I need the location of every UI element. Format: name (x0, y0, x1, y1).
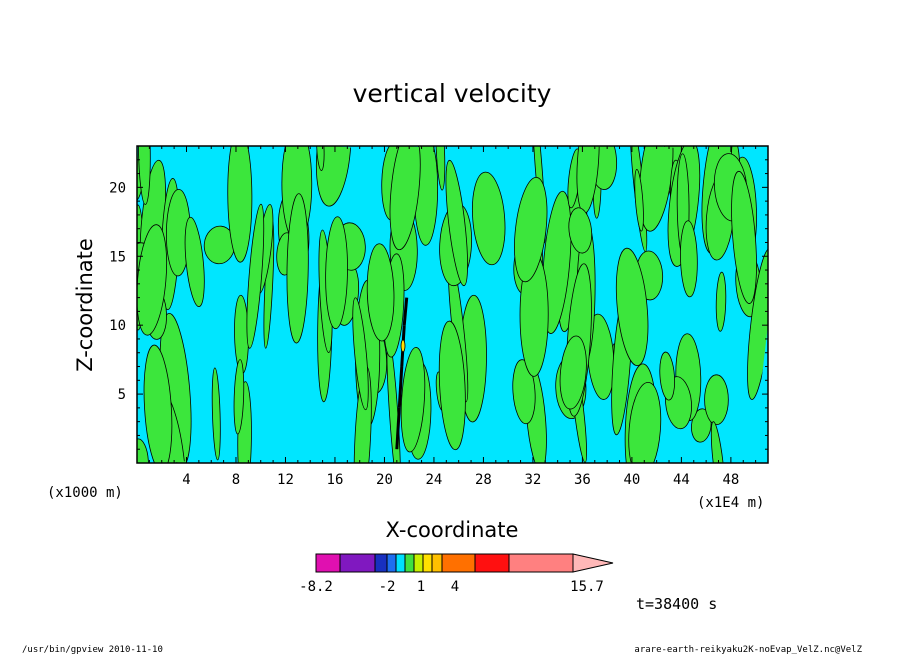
colorbar-segment (315, 553, 341, 573)
updraft-region (143, 344, 173, 463)
colorbar-segment (395, 553, 406, 573)
updraft-region (211, 367, 221, 461)
updraft-region (227, 146, 253, 263)
y-tick-label: 10 (109, 318, 126, 334)
colorbar-arrow (572, 553, 614, 573)
updraft-region (634, 169, 644, 232)
updraft-region (731, 170, 757, 304)
updraft-region (541, 190, 572, 334)
y-tick-label: 15 (109, 249, 126, 265)
colorbar-segment (422, 553, 433, 573)
core-contour (397, 366, 404, 408)
x-tick-label: 48 (722, 472, 739, 488)
x-tick-label: 16 (327, 472, 344, 488)
updraft-region (325, 216, 348, 330)
updraft-region (680, 220, 698, 298)
footer-right: arare-earth-reikyaku2K-noEvap_VelZ.nc@Ve… (634, 645, 862, 654)
updraft-region (316, 146, 325, 171)
updraft-region (615, 247, 649, 367)
updraft-region (715, 271, 727, 332)
updraft-region (137, 438, 149, 463)
updraft-region (747, 248, 768, 400)
y-tick-label: 20 (109, 180, 126, 196)
strong-updraft (400, 339, 406, 353)
plot-frame (136, 145, 769, 464)
colorbar-segment (339, 553, 376, 573)
x-axis: 4 8 12 16 20 24 28 32 36 40 44 48 (148, 146, 757, 488)
updraft-region (471, 171, 506, 266)
time-label: t=38400 s (636, 595, 717, 613)
colorbar-segment (431, 553, 443, 573)
x-tick-label: 40 (623, 472, 640, 488)
updraft-region (445, 159, 468, 287)
footer-left: /usr/bin/gpview 2010-11-10 (22, 645, 163, 654)
x-tick-label: 28 (475, 472, 492, 488)
colorbar (315, 553, 614, 573)
colorbar-segment (404, 553, 415, 573)
x-tick-label: 8 (232, 472, 240, 488)
x-tick-label: 44 (673, 472, 690, 488)
updraft-region (137, 146, 151, 205)
updraft-region (184, 216, 205, 308)
chart-title: vertical velocity (353, 79, 552, 108)
y-tick-label: 5 (118, 387, 126, 403)
updraft-region (435, 146, 446, 191)
y-axis: 5 10 15 20 (109, 159, 768, 450)
colorbar-segment (474, 553, 510, 573)
updraft-region (389, 146, 421, 251)
x-tick-label: 24 (426, 472, 443, 488)
updraft-region (691, 408, 712, 443)
updraft-region (352, 297, 369, 411)
colorbar-label: 1 (417, 579, 425, 595)
colorbar-segment (386, 553, 397, 573)
x-tick-label: 20 (376, 472, 393, 488)
plot-area (136, 145, 769, 464)
colorbar-segment (441, 553, 476, 573)
y-axis-label: Z-coordinate (73, 238, 97, 372)
updraft-region (233, 359, 245, 435)
updraft-region (659, 351, 676, 401)
colorbar-segment (413, 553, 424, 573)
updraft-region (246, 203, 265, 349)
updraft-region (366, 243, 395, 342)
x-tick-label: 32 (524, 472, 541, 488)
updraft-region (512, 359, 536, 425)
core-contour (395, 407, 401, 450)
x-tick-label: 4 (182, 472, 190, 488)
updraft-region (628, 381, 662, 463)
x-axis-label: X-coordinate (386, 518, 519, 542)
colorbar-label: -8.2 (299, 579, 333, 595)
colorbar-label: 4 (451, 579, 459, 595)
updraft-region (514, 177, 548, 283)
colorbar-label: 15.7 (570, 579, 604, 595)
core-contour (402, 297, 409, 326)
x-tick-label: 12 (277, 472, 294, 488)
updraft-region (286, 193, 309, 344)
updraft-region (438, 320, 466, 451)
colorbar-labels: -8.2 -2 1 4 15.7 (299, 579, 604, 595)
colorbar-segment (508, 553, 574, 573)
colorbar-label: -2 (379, 579, 396, 595)
x-tick-label: 36 (574, 472, 591, 488)
x-unit-right: (x1E4 m) (697, 495, 764, 511)
updraft-region (568, 207, 593, 254)
colorbar-segment (374, 553, 388, 573)
updraft-region (559, 335, 587, 410)
updraft-region (400, 347, 426, 453)
updraft-region (704, 374, 729, 426)
x-unit-left: (x1000 m) (47, 485, 123, 501)
velocity-field (137, 146, 768, 463)
